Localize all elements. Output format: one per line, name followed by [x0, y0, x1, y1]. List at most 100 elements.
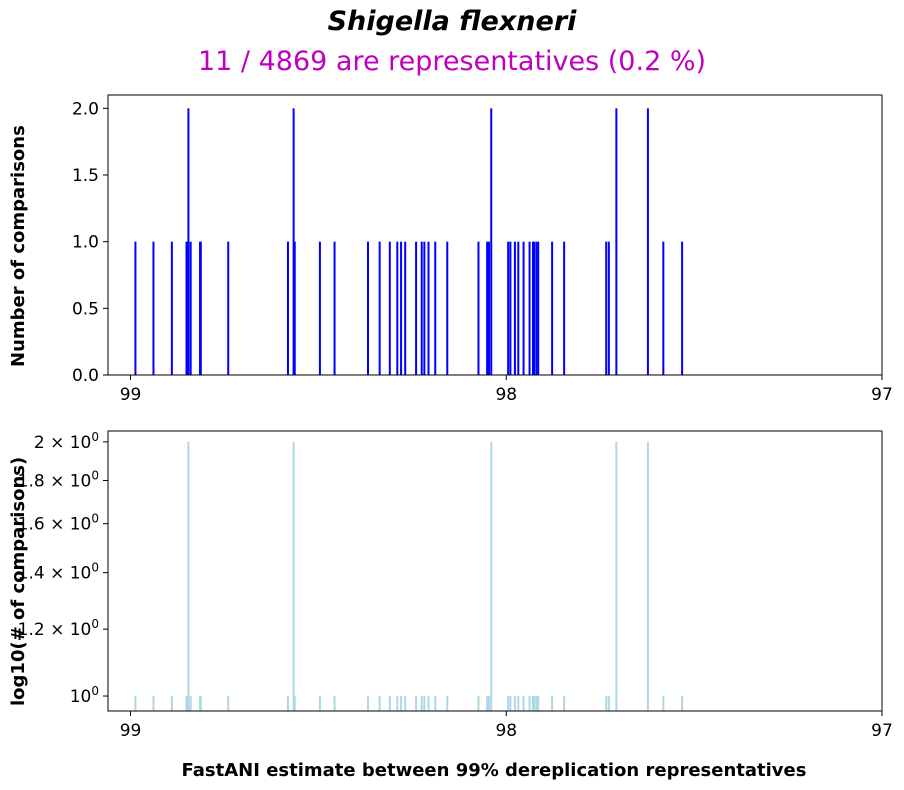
bar [152, 241, 155, 375]
bar [522, 696, 525, 711]
bar [537, 696, 540, 711]
bar [400, 241, 403, 375]
bar [531, 696, 534, 711]
bottom-bars [134, 441, 684, 711]
bar [189, 696, 192, 711]
bar [646, 108, 649, 375]
bar [537, 241, 540, 375]
bar [528, 696, 531, 711]
bar [199, 241, 202, 375]
bar [420, 241, 423, 375]
x-axis-label: FastANI estimate between 99% dereplicati… [181, 760, 807, 781]
bar [199, 696, 202, 711]
bar [388, 241, 391, 375]
bar [185, 241, 188, 375]
bottom-y-ticks: 100 1.2 × 100 1.4 × 100 1.6 × 100 1.8 × 100 2… [18, 430, 108, 707]
bar [486, 241, 489, 375]
top-axes-frame [107, 94, 883, 376]
x-tick-label: 97 [871, 721, 893, 741]
bar [535, 696, 538, 711]
bar [427, 241, 430, 375]
bar [134, 696, 137, 711]
bar [292, 441, 295, 711]
bar [170, 241, 173, 375]
bar [134, 241, 137, 375]
bar [517, 241, 520, 375]
bar [531, 241, 534, 375]
bar [187, 108, 190, 375]
bar [388, 696, 391, 711]
top-bars [134, 108, 684, 375]
bar [434, 241, 437, 375]
bar [490, 108, 493, 375]
bar [333, 241, 336, 375]
top-x-ticks: 99 98 97 [120, 375, 893, 405]
bar [522, 241, 525, 375]
bar [286, 241, 289, 375]
bar [293, 696, 296, 711]
y-tick-label: 1.4 × 100 [18, 561, 99, 584]
bar [367, 696, 369, 711]
y-tick-label: 1.2 × 100 [18, 617, 99, 640]
bar [490, 441, 493, 711]
bar [396, 696, 399, 711]
bar [615, 108, 618, 375]
top-y-axis-label: Number of comparisons [8, 125, 29, 367]
x-tick-label: 98 [495, 385, 517, 405]
bar [487, 241, 490, 375]
bar [509, 241, 512, 375]
bar [318, 696, 321, 711]
bar [615, 441, 618, 711]
bar [318, 241, 321, 375]
bar [415, 241, 418, 375]
y-tick-label: 0.0 [72, 366, 99, 386]
bar [605, 696, 608, 711]
y-tick-label: 100 [70, 684, 99, 707]
bar [533, 696, 536, 711]
bar [170, 696, 173, 711]
bar [404, 696, 407, 711]
y-tick-label: 1.0 [72, 233, 99, 253]
y-tick-label: 2 × 100 [34, 430, 99, 453]
top-panel: 99 98 97 0.0 0.5 1.0 1.5 2.0 [72, 94, 893, 405]
bar [486, 696, 489, 711]
bottom-x-ticks: 99 98 97 [120, 711, 893, 741]
x-tick-label: 97 [871, 385, 893, 405]
bar [427, 696, 430, 711]
bar [185, 696, 188, 711]
bar [662, 696, 665, 711]
bottom-axes-frame [107, 430, 883, 712]
bar [378, 241, 381, 375]
bar [681, 241, 684, 375]
top-y-ticks: 0.0 0.5 1.0 1.5 2.0 [72, 99, 108, 386]
bar [446, 696, 449, 711]
bar [507, 241, 510, 375]
bar [227, 241, 230, 375]
bar [517, 696, 520, 711]
chart-subtitle: 11 / 4869 are representatives (0.2 %) [197, 46, 707, 77]
bar [423, 241, 426, 375]
bar [378, 696, 381, 711]
y-tick-label: 1.5 [72, 166, 99, 186]
bar [404, 241, 407, 375]
x-tick-label: 99 [120, 385, 142, 405]
bar [423, 696, 426, 711]
bar [681, 696, 684, 711]
bar [533, 241, 536, 375]
bar [507, 696, 510, 711]
bar [152, 696, 155, 711]
bar [477, 241, 480, 375]
bar [187, 441, 190, 711]
bar [607, 241, 610, 375]
bar [535, 241, 538, 375]
bar [286, 696, 289, 711]
y-tick-label: 2.0 [72, 99, 99, 119]
bar [189, 241, 192, 375]
y-tick-label: 0.5 [72, 299, 99, 319]
bar [487, 696, 490, 711]
bar [420, 696, 423, 711]
bar [551, 241, 554, 375]
bar [605, 241, 608, 375]
bar [446, 241, 449, 375]
